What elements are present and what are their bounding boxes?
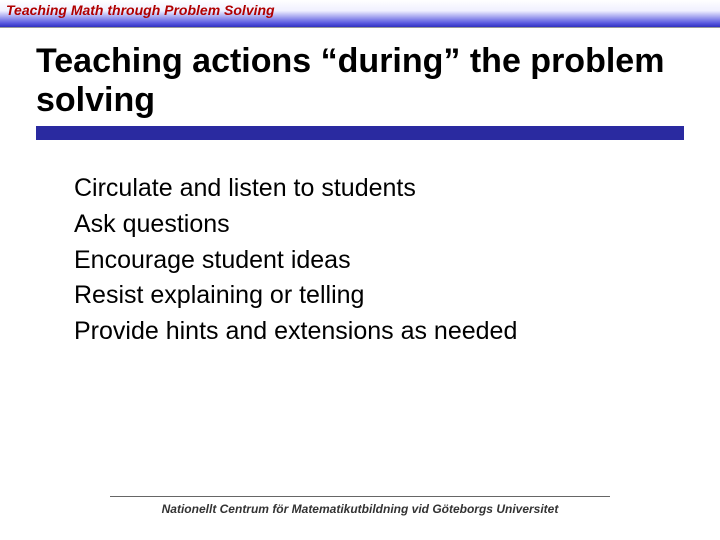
bullet-item: Ask questions <box>74 208 660 242</box>
footer-rule <box>110 496 610 497</box>
bullet-item: Resist explaining or telling <box>74 279 660 313</box>
bullet-item: Circulate and listen to students <box>74 172 660 206</box>
bullet-item: Provide hints and extensions as needed <box>74 315 660 349</box>
header-band: Teaching Math through Problem Solving <box>0 0 720 28</box>
title-block: Teaching actions “during” the problem so… <box>0 28 720 150</box>
header-text: Teaching Math through Problem Solving <box>6 2 275 18</box>
footer: Nationellt Centrum för Matematikutbildni… <box>0 496 720 518</box>
slide-title: Teaching actions “during” the problem so… <box>36 42 684 120</box>
title-divider <box>36 126 684 140</box>
body-block: Circulate and listen to students Ask que… <box>0 150 720 349</box>
footer-text: Nationellt Centrum för Matematikutbildni… <box>162 502 559 516</box>
bullet-item: Encourage student ideas <box>74 244 660 278</box>
